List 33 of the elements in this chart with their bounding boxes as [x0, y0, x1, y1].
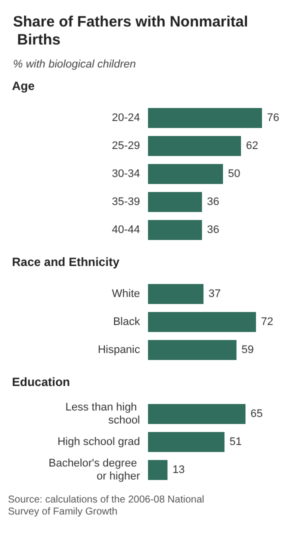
bar [148, 164, 223, 184]
source-note: Source: calculations of the 2006-08 National Survey of Family Growth [8, 494, 208, 518]
data-label: 59 [242, 344, 254, 356]
y-tick-label: 40-44 [112, 224, 140, 236]
y-tick-label: Bachelor's degree or higher [48, 458, 140, 482]
data-label: 76 [267, 112, 280, 124]
data-label: 62 [246, 140, 258, 152]
y-axis-title: Race and Ethnicity [12, 255, 120, 269]
bar [148, 220, 202, 240]
data-label: 13 [172, 464, 185, 476]
data-label: 37 [208, 288, 221, 300]
chart-subtitle: % with biological children [13, 58, 136, 70]
y-tick-label: 30-34 [112, 168, 140, 180]
y-tick-label: Less than high school [65, 402, 140, 426]
data-label: 36 [207, 196, 220, 208]
chart-title: Share of Fathers with Nonmarital Births [13, 14, 248, 48]
data-label: 65 [250, 408, 263, 420]
y-tick-label: White [112, 288, 140, 300]
bar [148, 136, 241, 156]
y-tick-label: 20-24 [112, 112, 140, 124]
bar [148, 108, 262, 128]
data-label: 36 [207, 224, 220, 236]
y-tick-label: Hispanic [98, 344, 140, 356]
y-tick-label: 35-39 [112, 196, 140, 208]
data-label: 51 [230, 436, 242, 448]
y-axis-title: Age [12, 79, 35, 93]
y-axis-title: Education [12, 375, 70, 389]
bar [148, 192, 202, 212]
data-label: 72 [261, 316, 274, 328]
y-tick-label: High school grad [57, 436, 140, 448]
y-tick-label: 25-29 [112, 140, 140, 152]
y-tick-label: Black [113, 316, 140, 328]
data-label: 50 [228, 168, 240, 180]
